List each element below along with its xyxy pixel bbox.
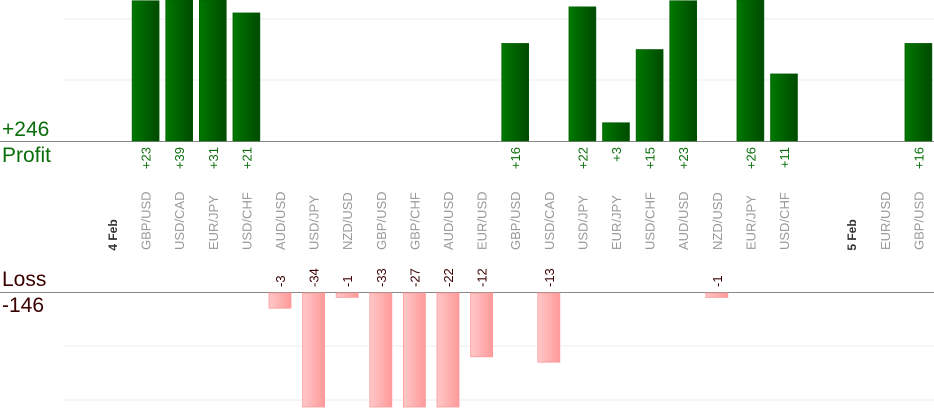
profit-bar: [568, 6, 597, 142]
loss-total: -146: [2, 294, 45, 317]
profit-bar: [199, 0, 227, 142]
profit-value-label: +22: [575, 147, 590, 169]
profit-value-label: +15: [643, 147, 658, 169]
category-label: EUR/JPY: [743, 195, 758, 250]
date-label: 4 Feb: [106, 219, 120, 250]
category-label: GBP/CHF: [407, 192, 422, 250]
loss-value-label: -34: [307, 268, 322, 287]
loss-bar: [705, 292, 729, 298]
loss-value-label: -27: [407, 268, 422, 287]
category-label: AUD/USD: [441, 191, 456, 250]
category-label: USD/CAD: [172, 191, 187, 250]
profit-bar: [736, 0, 765, 142]
category-label: GBP/USD: [374, 191, 389, 250]
loss-bar: [537, 292, 561, 363]
loss-bar: [402, 292, 426, 408]
category-label: USD/JPY: [307, 195, 322, 250]
profit-bar: [602, 122, 630, 142]
date-label: 5 Feb: [845, 219, 859, 250]
category-label: GBP/USD: [139, 191, 154, 250]
loss-value-label: -3: [273, 275, 288, 287]
profit-bar: [904, 43, 933, 142]
profit-bar: [770, 73, 798, 142]
profit-value-label: +23: [676, 147, 691, 169]
loss-label: Loss: [2, 268, 47, 291]
loss-bar: [268, 292, 292, 309]
profit-value-label: +23: [139, 147, 154, 169]
category-label: USD/CHF: [239, 192, 254, 250]
profit-bar: [635, 49, 664, 142]
category-label: GBP/USD: [911, 191, 926, 250]
category-label: GBP/USD: [508, 191, 523, 250]
profit-bar: [165, 0, 193, 142]
profit-value-label: +16: [911, 147, 926, 169]
profit-value-label: +21: [239, 147, 254, 169]
category-label: NZD/USD: [710, 192, 725, 250]
profit-label: Profit: [2, 144, 52, 167]
category-label: EUR/JPY: [206, 195, 221, 250]
profit-bar: [232, 12, 261, 142]
loss-bar: [369, 292, 393, 408]
loss-value-label: -1: [710, 275, 725, 287]
profit-value-label: +11: [777, 147, 792, 168]
profit-bar: [669, 0, 698, 142]
loss-value-label: -12: [475, 268, 490, 287]
loss-bar: [335, 292, 359, 298]
profit-value-label: +16: [508, 147, 523, 169]
loss-bar: [470, 292, 494, 358]
category-label: USD/CHF: [777, 192, 792, 250]
loss-value-label: -1: [340, 275, 355, 287]
category-label: EUR/USD: [475, 191, 490, 250]
category-label: USD/JPY: [575, 195, 590, 250]
loss-bar: [302, 292, 326, 408]
profit-bar: [131, 0, 160, 142]
category-label: EUR/JPY: [609, 195, 624, 250]
category-label: USD/CAD: [542, 191, 557, 250]
profit-bar: [501, 43, 530, 142]
loss-value-label: -22: [441, 268, 456, 287]
loss-bar: [436, 292, 460, 408]
profit-value-label: +39: [172, 147, 187, 169]
loss-value-label: -13: [542, 268, 557, 287]
category-label: EUR/USD: [878, 191, 893, 250]
category-label: AUD/USD: [676, 191, 691, 250]
category-label: USD/CHF: [643, 192, 658, 250]
profit-value-label: +31: [206, 147, 221, 169]
profit-total: +246: [2, 118, 50, 141]
profit-value-label: +3: [609, 147, 624, 162]
loss-value-label: -33: [374, 268, 389, 287]
category-label: NZD/USD: [340, 192, 355, 250]
category-label: AUD/USD: [273, 191, 288, 250]
profit-value-label: +26: [743, 147, 758, 169]
